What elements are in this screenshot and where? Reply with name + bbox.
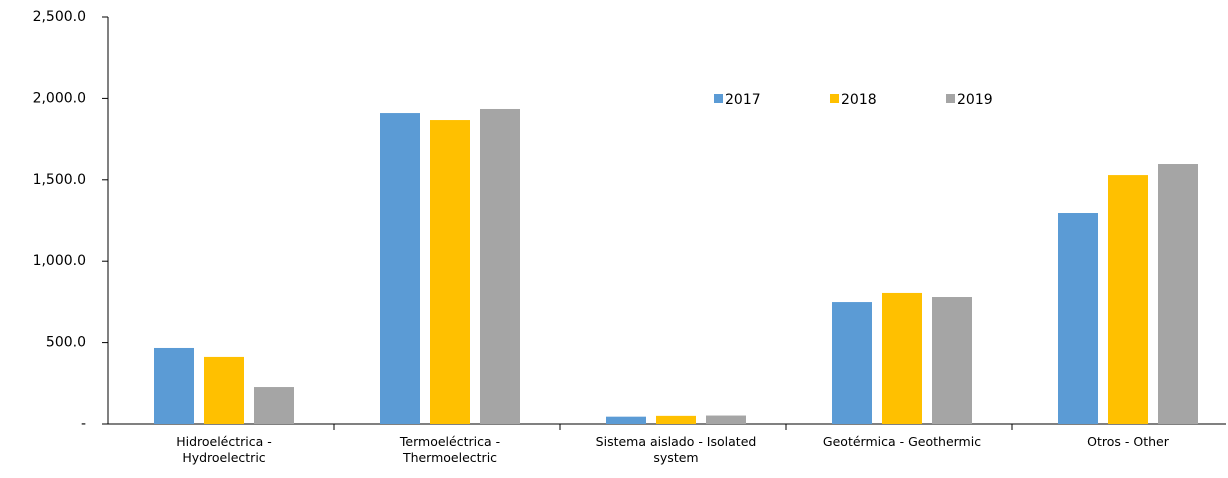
x-tick-label: Geotérmica - Geothermic [823,434,981,449]
label-line: Hidroeléctrica - [176,434,272,449]
y-tick-label: 1,000.0 [33,253,86,269]
label-line: system [653,450,698,465]
y-tick-label: 2,500.0 [33,9,86,25]
legend-swatch [946,94,955,103]
x-tick-label: Sistema aislado - Isolated system [596,434,757,465]
bar [1058,213,1098,424]
bar [204,356,244,424]
bar [154,347,194,424]
bar [380,113,420,424]
label-line: Otros - Other [1087,434,1170,449]
y-tick-label: - [81,416,86,432]
bar [656,415,696,424]
label-line: Geotérmica - Geothermic [823,434,981,449]
x-tick-label: Termoeléctrica -Thermoelectric [399,434,500,465]
legend-swatch [830,94,839,103]
bar [832,302,872,424]
label-line: Sistema aislado - Isolated [596,434,757,449]
bar [480,108,520,425]
label-line: Hydroelectric [182,450,265,465]
bar [1158,164,1198,424]
bar [882,292,922,424]
y-tick-label: 1,500.0 [33,172,86,188]
label-line: Thermoelectric [402,450,497,465]
bar [606,416,646,424]
x-tick-label: Otros - Other [1087,434,1170,449]
y-tick-label: 500.0 [46,335,86,351]
bar [1108,175,1148,424]
bar [430,120,470,424]
bar [706,415,746,424]
legend-swatch [714,94,723,103]
legend-label: 2019 [957,92,993,108]
bar [254,387,294,424]
bar [932,297,972,424]
x-tick-label: Hidroeléctrica -Hydroelectric [176,434,272,465]
legend-label: 2017 [725,92,761,108]
label-line: Termoeléctrica - [399,434,500,449]
y-tick-label: 2,000.0 [33,90,86,106]
legend-label: 2018 [841,92,877,108]
